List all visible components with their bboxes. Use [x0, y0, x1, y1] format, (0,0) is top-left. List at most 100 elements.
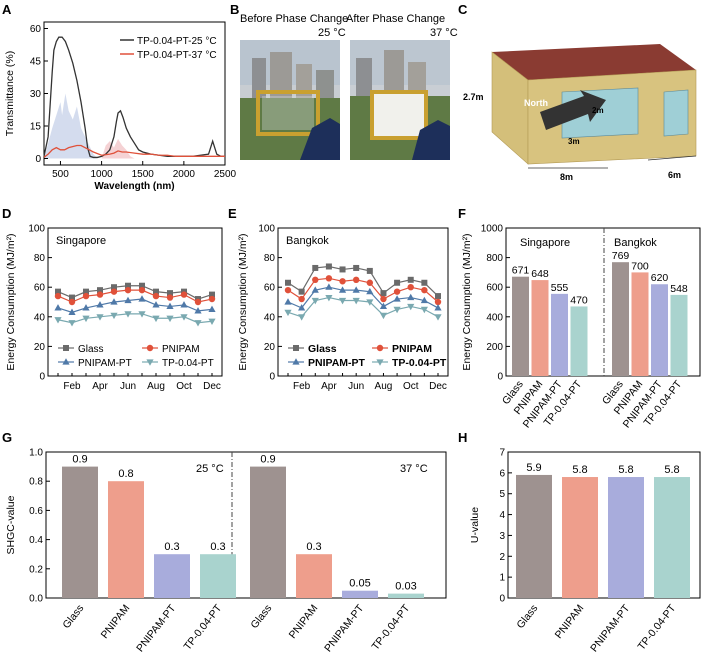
y-tick-label: 80 [264, 253, 276, 264]
bar-value-label: 5.9 [526, 462, 541, 474]
data-point [379, 312, 388, 320]
bar [651, 284, 668, 376]
bar [516, 474, 552, 598]
data-point [366, 287, 374, 295]
x-category-label: PNIPAM-PT [134, 602, 179, 654]
data-point [124, 311, 132, 318]
panel-f-chart: 0 200 400 600 800 1000 Energy Consumption (MJ/… [461, 224, 701, 430]
data-point [96, 301, 104, 308]
chart-title: Singapore [56, 235, 106, 247]
data-point [352, 286, 360, 293]
x-category-label: TP-0.04-PT [181, 602, 224, 653]
data-point [54, 304, 62, 311]
bar [608, 477, 644, 598]
bar-value-label: 0.9 [260, 454, 275, 466]
legend-marker [376, 359, 384, 366]
data-point [284, 298, 292, 305]
bar-value-label: 470 [570, 294, 588, 306]
y-axis-label: Energy Consumption (MJ/m²) [461, 233, 473, 370]
y-tick-label: 1 [499, 573, 505, 584]
y-tick-label: 45 [30, 57, 42, 68]
data-point [153, 288, 159, 295]
panel-e-chart: 0 20 40 60 80 100 Feb Apr Jun Aug Oct Dec Bangkok Ene… [237, 224, 449, 392]
bar [296, 554, 332, 598]
before-temp: 25 °C [318, 27, 346, 39]
legend-marker [63, 345, 69, 351]
window-height-label: 2m [592, 106, 604, 115]
panel-a-chart: 0 15 30 45 60 500 1000 1500 2000 2500 Wavelength (… [4, 21, 237, 192]
y-tick-label: 100 [28, 224, 45, 235]
data-point [284, 286, 292, 294]
data-point [380, 290, 387, 297]
legend-label: PNIPAM-PT [308, 357, 366, 369]
legend-label: PNIPAM [162, 344, 200, 355]
legend-marker [292, 358, 300, 365]
series-line [287, 286, 439, 309]
data-point [124, 286, 132, 294]
y-tick-label: 400 [486, 312, 503, 323]
legend-marker [62, 358, 70, 365]
panel-label-e: E [228, 206, 237, 221]
data-point [138, 295, 146, 302]
data-point [124, 296, 132, 304]
y-tick-label: 2 [499, 552, 505, 563]
y-tick-label: 200 [486, 342, 503, 353]
plot-frame [47, 227, 223, 377]
x-tick-label: Feb [293, 381, 311, 392]
y-tick-label: 0.0 [29, 594, 43, 605]
y-tick-label: 0 [35, 154, 41, 165]
photo-after [350, 40, 450, 160]
y-tick-label: 0 [497, 372, 503, 383]
data-point [339, 278, 346, 285]
chart-title: Bangkok [286, 235, 329, 247]
data-point [434, 314, 442, 321]
north-label: North [524, 98, 548, 108]
data-point [353, 264, 360, 271]
panel-c-building: North 2.7m 2m 3m 8m 6m [463, 44, 697, 182]
solar-spectrum-blue [44, 93, 98, 159]
data-point [208, 295, 216, 303]
plot-frame [277, 227, 449, 377]
data-point [110, 312, 118, 320]
bar-value-label: 5.8 [618, 464, 633, 476]
data-point [194, 298, 202, 306]
bar [512, 276, 529, 376]
x-tick-label: Apr [321, 381, 337, 392]
x-category-label: Glass [60, 602, 86, 631]
bar-value-label: 0.3 [210, 541, 225, 553]
data-point [339, 266, 346, 273]
x-tick-label: Apr [92, 381, 108, 392]
panel-label-g: G [2, 430, 12, 445]
data-point [298, 288, 305, 295]
x-axis-label: Wavelength (nm) [94, 181, 174, 192]
data-point [96, 291, 104, 298]
data-point [82, 304, 90, 311]
y-tick-label: 0.2 [29, 564, 43, 575]
panel-h-chart: 0 1 2 3 4 5 6 7 U-value 5.9 Glass 5.8 PNIPAM 5.8 PNIPA… [469, 448, 701, 654]
data-point [352, 297, 360, 305]
group-title: 37 °C [400, 463, 428, 475]
bar-value-label: 548 [670, 283, 688, 295]
panel-label-h: H [458, 430, 467, 445]
data-point [407, 284, 414, 291]
bar [62, 466, 98, 598]
panel-d-chart: 0 20 40 60 80 100 Feb Apr Jun Aug Oct Dec Singapore E… [5, 224, 223, 392]
data-point [68, 320, 76, 327]
bar [342, 590, 378, 598]
legend-label: Glass [308, 343, 337, 355]
data-point [394, 279, 401, 286]
after-title: After Phase Change [346, 13, 445, 25]
x-tick-label: 500 [52, 169, 69, 180]
data-point [166, 315, 174, 323]
data-point [152, 315, 160, 323]
data-point [393, 295, 401, 302]
legend-label: TP-0.04-PT-37 °C [137, 50, 217, 61]
bar [108, 481, 144, 598]
data-point [69, 294, 75, 301]
data-point [325, 283, 333, 290]
data-point [312, 264, 319, 271]
bar [250, 466, 286, 598]
data-point [421, 286, 428, 294]
data-point [55, 288, 61, 295]
